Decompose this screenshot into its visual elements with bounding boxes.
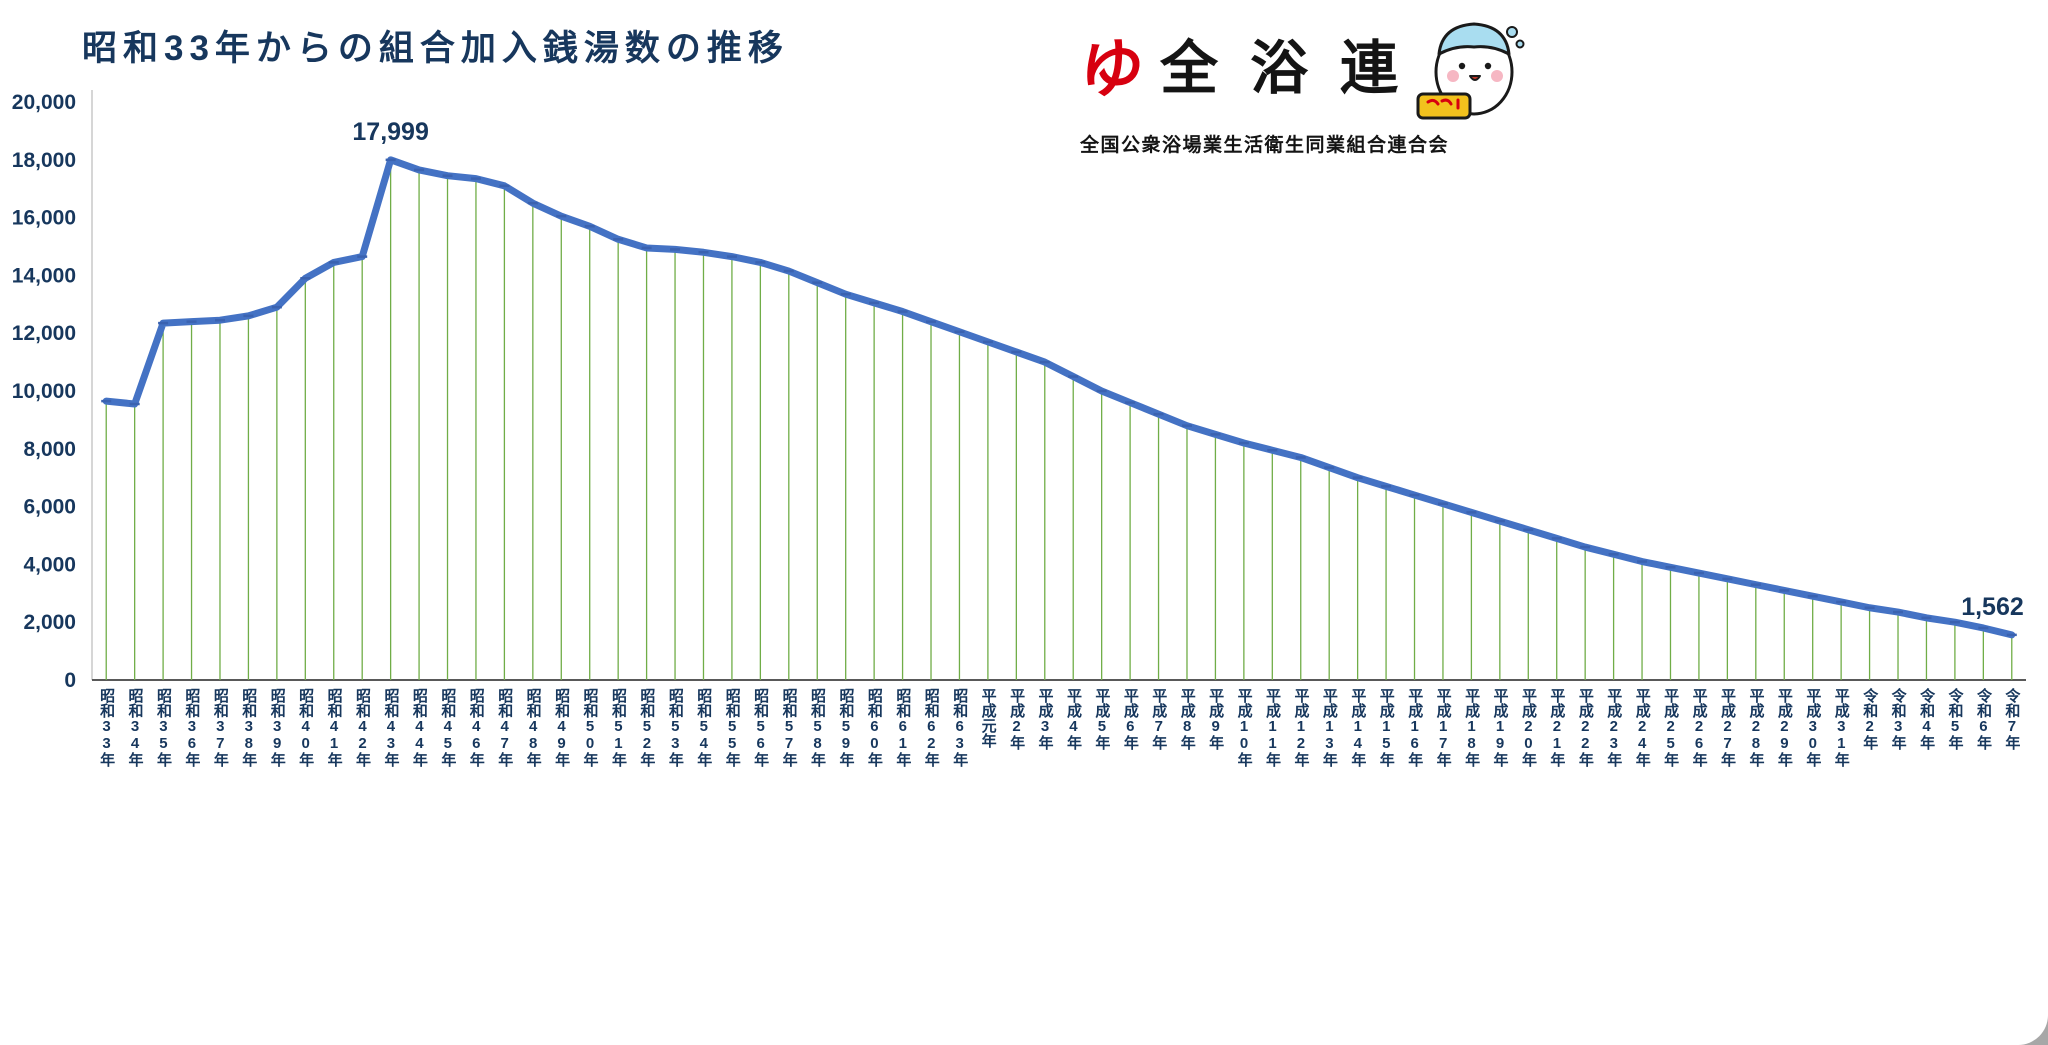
data-label: 1,562 <box>1961 593 2024 621</box>
x-axis-label: 平成23年 <box>1605 688 1623 767</box>
x-axis-label: 昭和33年 <box>98 688 116 767</box>
x-axis-label: 平成6年 <box>1121 688 1139 750</box>
x-axis-label: 平成10年 <box>1235 688 1253 767</box>
org-name: 全浴連 <box>1160 36 1431 101</box>
x-axis-label: 昭和60年 <box>865 688 883 767</box>
x-axis-label: 昭和61年 <box>894 688 912 767</box>
x-axis-label: 昭和62年 <box>922 688 940 767</box>
x-axis-label: 昭和51年 <box>609 688 627 767</box>
x-axis-label: 昭和49年 <box>553 688 571 767</box>
x-axis-label: 昭和57年 <box>780 688 798 767</box>
x-axis-label: 平成22年 <box>1576 688 1594 767</box>
x-axis-label: 昭和34年 <box>126 688 144 767</box>
x-axis-label: 令和2年 <box>1861 688 1879 750</box>
x-axis-label: 平成18年 <box>1463 688 1481 767</box>
x-axis-label: 平成30年 <box>1804 688 1822 767</box>
x-axis-label: 昭和41年 <box>325 688 343 767</box>
x-axis-label: 平成8年 <box>1178 688 1196 750</box>
x-axis-label: 平成26年 <box>1690 688 1708 767</box>
x-axis-label: 平成20年 <box>1519 688 1537 767</box>
x-axis-label: 昭和48年 <box>524 688 542 767</box>
org-logo: ゆ 全浴連 全国公衆浴場業生活衛生同業組合連合会 <box>1076 12 1530 157</box>
x-axis-label: 昭和37年 <box>211 688 229 767</box>
x-axis-label: 平成14年 <box>1349 688 1367 767</box>
x-axis-label: 平成12年 <box>1292 688 1310 767</box>
y-tick-label: 10,000 <box>12 380 76 403</box>
x-axis-label: 平成4年 <box>1064 688 1082 750</box>
x-axis-label: 平成2年 <box>1008 688 1026 750</box>
series-line <box>102 156 2016 639</box>
x-axis-label: 令和7年 <box>2003 688 2021 750</box>
x-axis-label: 平成31年 <box>1832 688 1850 767</box>
x-axis-label: 平成15年 <box>1377 688 1395 767</box>
x-axis-label: 平成7年 <box>1150 688 1168 750</box>
x-axis-label: 昭和40年 <box>297 688 315 767</box>
x-axis-label: 昭和38年 <box>240 688 258 767</box>
y-tick-label: 2,000 <box>23 611 76 634</box>
x-axis-label: 昭和58年 <box>809 688 827 767</box>
x-axis-label: 昭和35年 <box>154 688 172 767</box>
x-axis-label: 平成9年 <box>1207 688 1225 750</box>
y-tick-label: 16,000 <box>12 207 76 230</box>
x-axis-label: 令和3年 <box>1889 688 1907 750</box>
y-tick-label: 4,000 <box>23 553 76 576</box>
org-full-name: 全国公衆浴場業生活衛生同業組合連合会 <box>1080 135 1450 156</box>
x-axis-label: 平成17年 <box>1434 688 1452 767</box>
x-axis-label: 昭和43年 <box>382 688 400 767</box>
mascot-icon <box>1416 22 1525 120</box>
page-title: 昭和33年からの組合加入銭湯数の推移 <box>82 29 789 68</box>
y-tick-label: 12,000 <box>12 322 76 345</box>
x-axis-label: 昭和63年 <box>951 688 969 767</box>
org-logo-row: ゆ 全浴連 <box>1076 12 1530 126</box>
x-axis-label: 昭和44年 <box>410 688 428 767</box>
x-axis-label: 昭和53年 <box>666 688 684 767</box>
x-axis-label: 平成29年 <box>1775 688 1793 767</box>
yu-mark-icon: ゆ <box>1076 33 1148 105</box>
x-axis-label: 昭和50年 <box>581 688 599 767</box>
y-tick-label: 6,000 <box>23 496 76 519</box>
x-axis-label: 平成28年 <box>1747 688 1765 767</box>
y-tick-label: 18,000 <box>12 149 76 172</box>
x-axis-label: 昭和56年 <box>752 688 770 767</box>
x-axis-label: 平成11年 <box>1264 688 1282 767</box>
x-axis-label: 平成27年 <box>1719 688 1737 767</box>
line-chart-canvas: 0 2,000 4,000 6,000 8,000 10,000 12,000 14,000 1… <box>12 90 2026 692</box>
x-axis-labels: 昭和33年 昭和34年 昭和35年 昭和36年 昭和37年 昭和38年 昭和39年 昭和40年… <box>92 688 2026 767</box>
y-tick-label: 14,000 <box>12 264 76 287</box>
x-axis-label: 令和5年 <box>1946 688 1964 750</box>
x-axis-label: 昭和45年 <box>439 688 457 767</box>
x-axis-label: 昭和42年 <box>354 688 372 767</box>
x-axis-label: 昭和52年 <box>638 688 656 767</box>
y-tick-label: 20,000 <box>12 91 76 114</box>
x-axis-label: 昭和46年 <box>467 688 485 767</box>
x-axis-label: 令和4年 <box>1918 688 1936 750</box>
x-axis-label: 平成19年 <box>1491 688 1509 767</box>
x-axis-label: 平成3年 <box>1036 688 1054 750</box>
x-axis-label: 昭和47年 <box>496 688 514 767</box>
data-label: 17,999 <box>352 118 428 146</box>
x-axis-label: 平成16年 <box>1406 688 1424 767</box>
x-axis-label: 平成元年 <box>979 688 997 748</box>
x-axis-label: 昭和55年 <box>723 688 741 767</box>
x-axis-label: 令和6年 <box>1974 688 1992 750</box>
x-axis-label: 平成24年 <box>1633 688 1651 767</box>
x-axis-label: 平成21年 <box>1548 688 1566 767</box>
y-tick-label: 0 <box>64 669 76 692</box>
x-axis-label: 平成13年 <box>1320 688 1338 767</box>
x-axis-label: 昭和36年 <box>183 688 201 767</box>
x-axis-label: 昭和39年 <box>268 688 286 767</box>
x-axis-label: 平成25年 <box>1662 688 1680 767</box>
y-tick-label: 8,000 <box>23 438 76 461</box>
x-axis-label: 昭和59年 <box>837 688 855 767</box>
x-axis-label: 昭和54年 <box>695 688 713 767</box>
x-axis-label: 平成5年 <box>1093 688 1111 750</box>
